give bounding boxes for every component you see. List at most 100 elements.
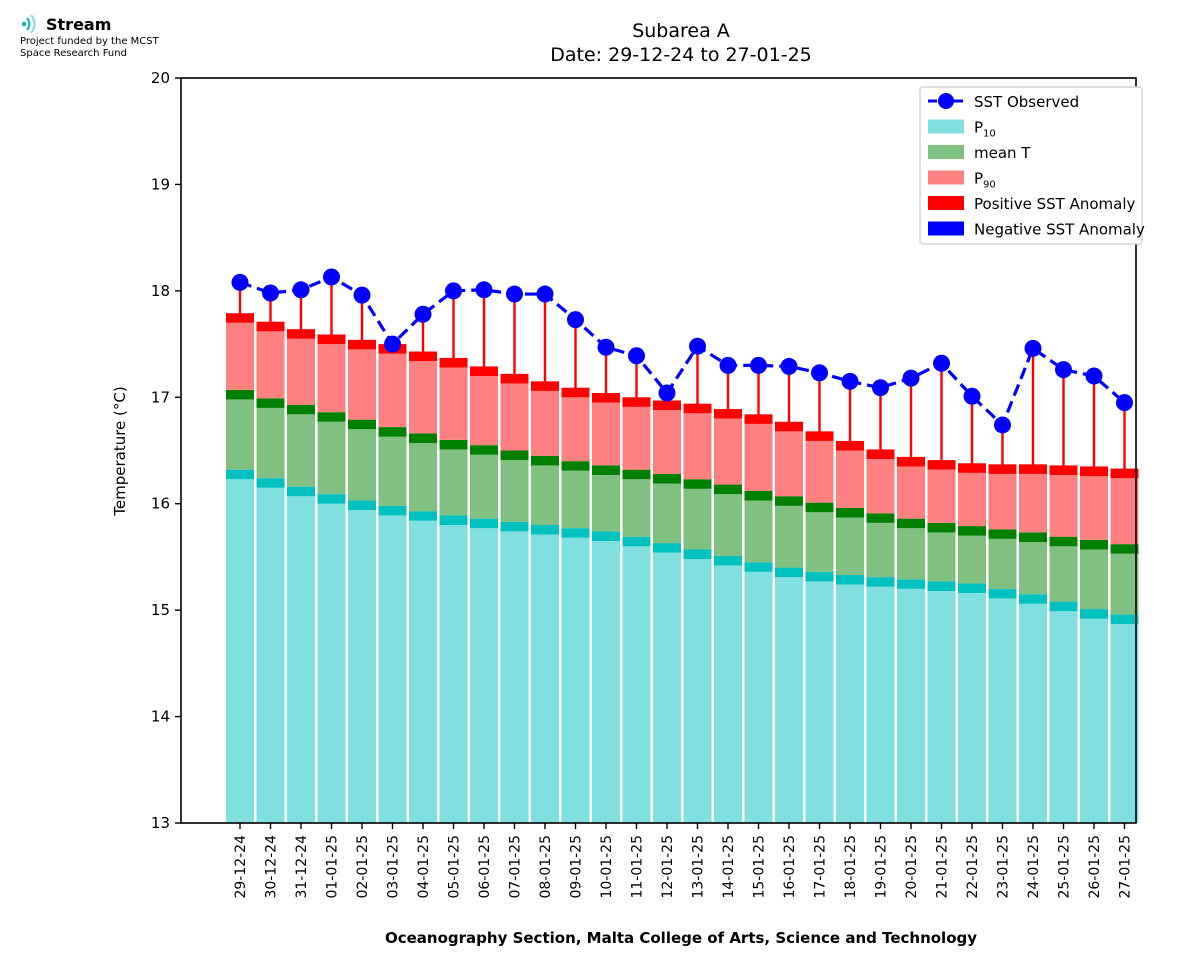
bar-stack <box>1080 376 1108 823</box>
x-axis-label: Oceanography Section, Malta College of A… <box>385 929 977 947</box>
bar-stack <box>714 365 742 823</box>
p10-bar <box>683 559 712 823</box>
p10-bar <box>531 534 559 823</box>
mean-bar <box>714 494 742 556</box>
p90-bar <box>805 440 834 503</box>
mean-bar <box>1019 542 1047 595</box>
x-tick-label: 03-01-25 <box>386 835 402 899</box>
mean-edge-band <box>775 496 803 506</box>
mean-edge-band <box>561 461 590 471</box>
p90-bar <box>897 466 925 519</box>
signal-waves-icon <box>21 14 36 34</box>
x-tick-label: 01-01-25 <box>325 835 341 899</box>
mean-edge-band <box>744 490 773 501</box>
sst-observed-line <box>231 268 1133 434</box>
p10-edge-band <box>592 531 620 541</box>
sst-point <box>262 284 279 302</box>
p10-bar <box>805 581 834 823</box>
bar-stack <box>836 381 864 823</box>
p10-bar <box>622 546 651 823</box>
p90-bar <box>958 472 986 527</box>
x-tick-label: 24-01-25 <box>1026 835 1042 899</box>
p10-bar <box>714 565 742 823</box>
x-tick-label: 19-01-25 <box>874 835 890 899</box>
mean-edge-band <box>348 419 376 430</box>
bar-stack <box>653 393 681 823</box>
p10-bar <box>653 552 681 823</box>
sst-point <box>963 387 981 405</box>
mean-bar <box>256 407 285 479</box>
bar-stack <box>683 346 712 823</box>
mean-bar <box>836 517 864 576</box>
bar-stack <box>988 424 1017 823</box>
p90-bar <box>836 450 864 508</box>
bar-stack <box>287 289 315 823</box>
p10-edge-band <box>317 494 346 504</box>
legend-label: Positive SST Anomaly <box>974 195 1135 213</box>
plot-frame <box>180 77 1137 824</box>
funding-line-1: Project funded by the MCST <box>20 36 159 47</box>
sst-point <box>292 281 310 299</box>
bar-stack <box>256 292 285 823</box>
p10-edge-band <box>1080 609 1108 619</box>
mean-edge-band <box>927 522 956 533</box>
bar-stack <box>439 290 468 823</box>
p90-bar <box>1110 478 1139 545</box>
p10-bar <box>348 510 376 823</box>
mean-edge-band <box>866 513 895 523</box>
p10-bar <box>470 528 498 823</box>
mean-edge-band <box>683 479 712 489</box>
p10-bar <box>1049 611 1078 823</box>
p90-bar <box>256 331 285 399</box>
sst-point <box>902 369 920 387</box>
x-tick-label: 29-12-24 <box>233 835 249 899</box>
mean-bar <box>958 535 986 584</box>
x-tick-label: 18-01-25 <box>843 835 859 899</box>
mean-bar <box>1080 549 1108 610</box>
y-tick-label: 18 <box>151 282 170 300</box>
p10-bar <box>988 598 1017 823</box>
mean-bar <box>531 465 559 525</box>
p10-edge-band <box>561 528 590 538</box>
mean-edge-band <box>317 412 346 422</box>
bar-stack <box>1110 402 1139 823</box>
bar-stack <box>317 277 346 823</box>
mean-bar <box>805 512 834 572</box>
p10-edge-band <box>775 567 803 578</box>
sst-point <box>872 379 889 397</box>
bar-stack <box>805 372 834 823</box>
x-tick-label: 13-01-25 <box>691 835 707 899</box>
p90-bar <box>500 383 529 451</box>
p10-edge-band <box>866 577 895 587</box>
sst-point <box>445 282 462 300</box>
logo-name: Stream <box>46 14 112 34</box>
y-tick-label: 16 <box>151 495 170 513</box>
mean-bar <box>683 488 712 550</box>
bar-stack <box>744 365 773 823</box>
p90-bar <box>317 344 346 413</box>
p90-bar <box>561 397 590 462</box>
sst-point <box>231 273 249 291</box>
legend-box <box>919 86 1143 245</box>
bar-stack <box>1049 369 1078 823</box>
sst-point <box>323 268 340 286</box>
mean-bar <box>592 474 620 532</box>
mean-bar <box>927 532 956 582</box>
sst-point <box>628 347 645 365</box>
mean-edge-band <box>226 389 254 400</box>
p10-edge-band <box>409 511 437 521</box>
bar-stack <box>866 387 895 823</box>
p90-bar <box>866 459 895 514</box>
p10-edge-band <box>958 583 986 594</box>
x-tick-label: 23-01-25 <box>996 835 1012 899</box>
p10-edge-band <box>683 549 712 560</box>
mean-edge-band <box>622 469 651 480</box>
p10-edge-band <box>470 518 498 529</box>
sst-point <box>933 354 950 372</box>
p90-bar <box>653 410 681 474</box>
p10-edge-band <box>714 555 742 566</box>
mean-bar <box>1110 553 1139 615</box>
sst-point <box>567 311 584 329</box>
mean-bar <box>866 522 895 578</box>
p10-bar <box>409 520 437 823</box>
